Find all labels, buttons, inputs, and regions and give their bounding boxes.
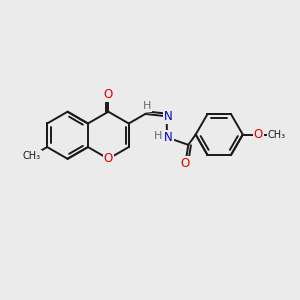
Text: CH₃: CH₃: [23, 151, 41, 161]
Text: N: N: [164, 131, 173, 144]
Text: O: O: [181, 157, 190, 169]
Text: CH₃: CH₃: [268, 130, 286, 140]
Text: H: H: [142, 101, 151, 111]
Text: O: O: [104, 88, 113, 101]
Text: O: O: [104, 152, 113, 165]
Text: N: N: [164, 110, 172, 123]
Text: O: O: [254, 128, 263, 141]
Text: H: H: [154, 131, 163, 141]
